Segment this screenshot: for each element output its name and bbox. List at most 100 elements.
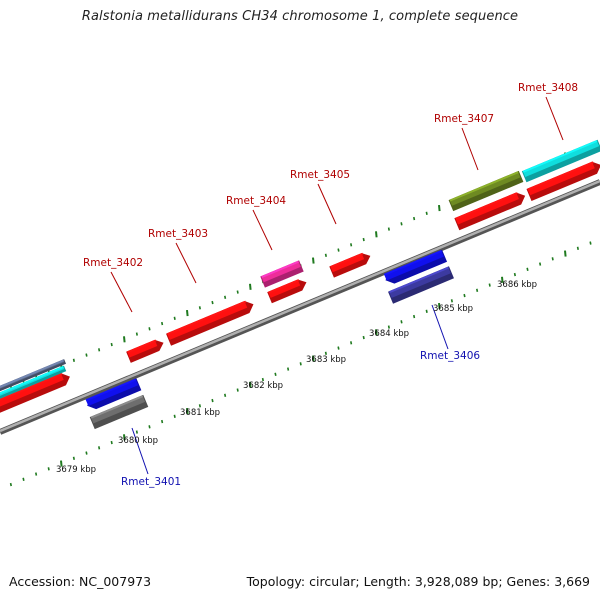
map-title: Ralstonia metallidurans CH34 chromosome … <box>81 9 519 24</box>
gene-feature-rmet-3407[interactable] <box>454 190 527 231</box>
gene-feature-rmet-3406-highlight <box>388 266 449 294</box>
minor-tick <box>463 293 466 298</box>
leader-line-rmet-3405 <box>317 183 337 225</box>
gene-feature-slate-highlight <box>0 359 64 390</box>
gene-feature-rmet-3408[interactable] <box>526 159 600 202</box>
leader-line-rmet-3406 <box>431 304 449 350</box>
gene-label-rmet-3407[interactable]: Rmet_3407 <box>434 113 494 125</box>
reverse-tick-ring <box>9 241 592 487</box>
major-tick <box>438 204 441 212</box>
minor-tick <box>362 335 365 340</box>
leader-line-rmet-3407 <box>461 127 479 171</box>
gene-feature-rmet-3404[interactable] <box>260 260 304 288</box>
minor-tick <box>98 348 101 352</box>
gene-feature-red[interactable] <box>0 371 72 414</box>
gene-feature-rmet-3401-face <box>90 395 146 424</box>
gene-feature-slate[interactable] <box>0 359 67 393</box>
major-tick <box>186 407 189 415</box>
gene-features <box>0 139 600 430</box>
minor-tick <box>161 419 164 424</box>
gene-label-rmet-3404[interactable]: Rmet_3404 <box>226 195 286 207</box>
minor-tick <box>400 320 403 324</box>
major-tick <box>249 381 252 388</box>
minor-tick <box>35 472 38 476</box>
minor-tick <box>110 440 113 445</box>
minor-tick <box>539 262 542 266</box>
gene-feature-rmet-3405[interactable] <box>329 250 372 278</box>
gene-feature-blue-highlight <box>85 378 137 402</box>
minor-tick <box>287 367 290 371</box>
gene-feature-blue[interactable] <box>383 249 448 287</box>
minor-tick <box>526 267 529 271</box>
gene-feature-cyan[interactable] <box>0 365 67 401</box>
gene-label-rmet-3408[interactable]: Rmet_3408 <box>518 82 578 94</box>
gene-label-rmet-3401[interactable]: Rmet_3401 <box>121 476 181 488</box>
major-tick <box>501 276 504 283</box>
minor-tick <box>387 325 390 329</box>
minor-tick <box>337 248 340 252</box>
minor-tick <box>198 306 201 310</box>
scale-labels: 3679 kbp 3680 kbp 3681 kbp 3682 kbp 3683… <box>56 280 537 475</box>
gene-feature-rmet-3406[interactable] <box>388 266 454 304</box>
label-leader-lines <box>110 96 564 475</box>
gene-label-rmet-3406[interactable]: Rmet_3406 <box>420 350 480 362</box>
minor-tick <box>299 362 302 366</box>
minor-tick <box>589 241 592 245</box>
gene-feature-rmet-3401[interactable] <box>89 394 149 430</box>
gene-feature-red-highlight <box>0 372 63 403</box>
minor-tick <box>362 237 365 242</box>
minor-tick <box>22 477 25 481</box>
major-tick <box>312 355 315 362</box>
gene-feature-cyan-highlight <box>522 140 598 173</box>
major-tick <box>249 283 252 290</box>
major-tick <box>123 434 126 441</box>
gene-feature-blue-highlight <box>383 250 442 276</box>
gene-feature-rmet-3405-highlight <box>330 252 364 269</box>
minor-tick <box>551 257 554 261</box>
minor-tick <box>425 211 428 215</box>
gene-label-rmet-3402[interactable]: Rmet_3402 <box>83 257 143 269</box>
leader-line-rmet-3408 <box>545 96 564 141</box>
minor-tick <box>413 216 416 221</box>
minor-tick <box>576 246 579 250</box>
gene-feature-rmet-3405-face <box>330 253 365 273</box>
gene-feature-rmet-3401-highlight <box>90 395 144 419</box>
minor-tick <box>110 342 113 347</box>
scale-label: 3680 kbp <box>118 436 158 446</box>
leader-line-rmet-3403 <box>175 242 197 284</box>
gene-feature-rmet-3402-highlight <box>127 339 157 354</box>
minor-tick <box>387 227 390 231</box>
minor-tick <box>161 321 164 326</box>
leader-line-rmet-3401 <box>131 427 149 475</box>
major-tick <box>312 257 315 264</box>
minor-tick <box>337 346 340 350</box>
scale-label: 3686 kbp <box>497 280 537 290</box>
scale-label: 3683 kbp <box>306 355 346 365</box>
gene-feature-red[interactable] <box>267 277 309 304</box>
gene-feature-rmet-3408-face <box>527 161 595 196</box>
major-tick <box>564 250 567 257</box>
gene-feature-blue-face <box>383 250 444 281</box>
gene-feature-rmet-3407-face <box>455 192 519 225</box>
gene-feature-rmet-3402[interactable] <box>126 337 166 363</box>
minor-tick <box>211 398 214 403</box>
minor-tick <box>224 295 227 299</box>
accession-text: Accession: NC_007973 <box>9 574 152 589</box>
gene-label-rmet-3403[interactable]: Rmet_3403 <box>148 228 208 240</box>
minor-tick <box>400 222 403 226</box>
minor-tick <box>261 377 264 382</box>
minor-tick <box>72 456 75 460</box>
gene-feature-cyan[interactable] <box>521 139 600 183</box>
minor-tick <box>350 341 353 345</box>
minor-tick <box>135 430 138 434</box>
minor-tick <box>148 425 151 429</box>
gene-feature-rmet-3403[interactable] <box>166 298 256 346</box>
scale-label: 3685 kbp <box>433 304 473 314</box>
gene-feature-blue[interactable] <box>85 378 142 412</box>
gene-label-rmet-3405[interactable]: Rmet_3405 <box>290 169 350 181</box>
gene-feature-olive[interactable] <box>448 170 524 212</box>
major-tick <box>60 460 63 467</box>
minor-tick <box>98 446 101 450</box>
minor-tick <box>9 482 12 487</box>
